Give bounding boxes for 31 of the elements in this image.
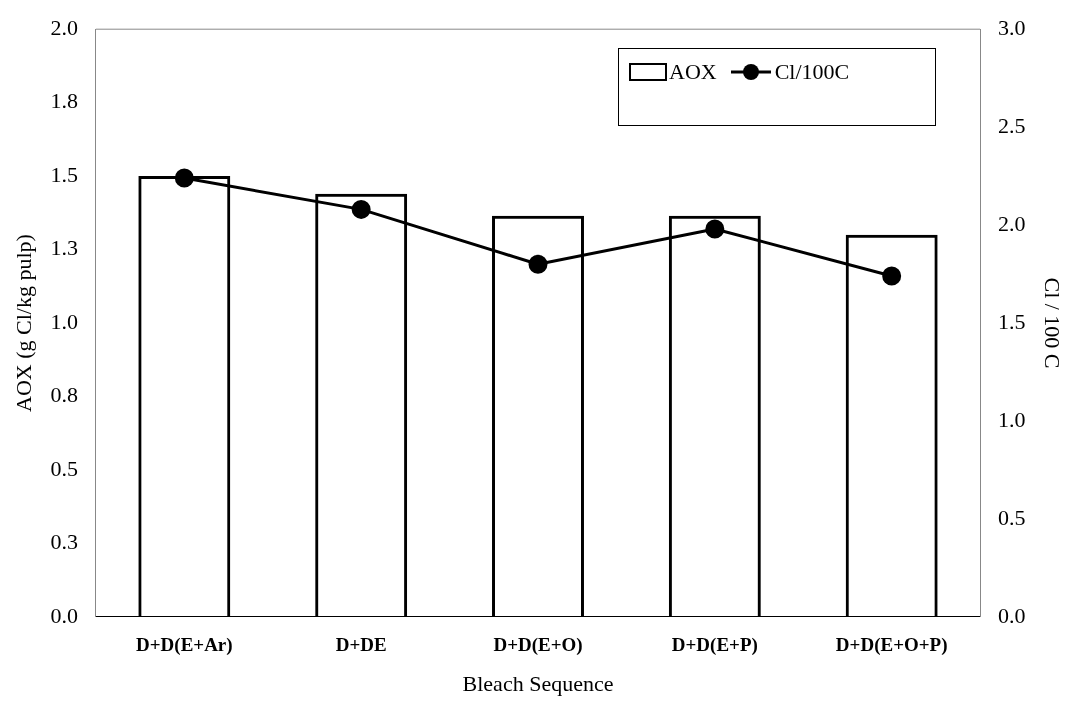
y-axis-title: AOX (g Cl/kg pulp) bbox=[10, 234, 36, 412]
y2-tick-label: 2.0 bbox=[998, 210, 1026, 236]
y2-tick-label: 2.5 bbox=[998, 112, 1026, 138]
x-tick-label: D+D(E+P) bbox=[671, 634, 758, 657]
legend-label: Cl/100C bbox=[774, 59, 850, 85]
y-tick-label: 0.0 bbox=[50, 602, 78, 628]
point bbox=[351, 199, 371, 219]
legend-label: AOX bbox=[669, 59, 717, 85]
y-tick-label: 0.8 bbox=[50, 382, 78, 408]
point bbox=[528, 254, 548, 274]
y2-tick-label: 0.0 bbox=[998, 602, 1026, 628]
x-tick-label: D+D(E+O) bbox=[493, 634, 583, 657]
y2-tick-label: 1.5 bbox=[998, 308, 1026, 334]
y-tick-label: 0.5 bbox=[50, 455, 78, 481]
point bbox=[174, 168, 194, 188]
y-tick-label: 1.5 bbox=[50, 161, 78, 187]
point bbox=[705, 219, 725, 239]
y-tick-label: 0.3 bbox=[50, 529, 78, 555]
point bbox=[882, 266, 902, 286]
y-tick-label: 1.3 bbox=[50, 235, 78, 261]
y2-tick-label: 0.5 bbox=[998, 504, 1026, 530]
y-tick-label: 1.0 bbox=[50, 308, 78, 334]
y-tick-label: 2.0 bbox=[50, 14, 78, 40]
x-tick-label: D+D(E+Ar) bbox=[136, 634, 233, 657]
x-axis-title: Bleach Sequence bbox=[462, 670, 614, 696]
x-tick-label: D+DE bbox=[335, 634, 387, 656]
y2-axis-title: Cl / 100 C bbox=[1040, 277, 1066, 369]
x-tick-label: D+D(E+O+P) bbox=[835, 634, 948, 657]
y2-tick-label: 1.0 bbox=[998, 406, 1026, 432]
y2-tick-label: 3.0 bbox=[998, 14, 1026, 40]
y-tick-label: 1.8 bbox=[50, 88, 78, 114]
